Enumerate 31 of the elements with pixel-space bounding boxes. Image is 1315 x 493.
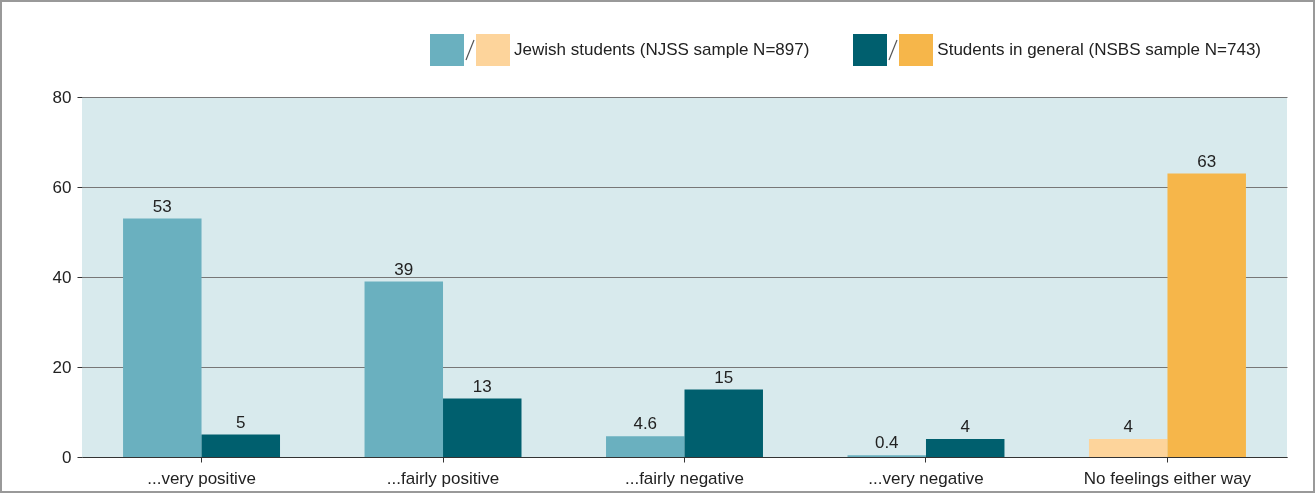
data-label: 4.6 [633, 414, 658, 434]
bar [1088, 439, 1168, 457]
bar [925, 439, 1005, 457]
bar [123, 218, 202, 457]
legend-label: Jewish students (NJSS sample N=897) [514, 40, 810, 60]
y-tick-label: 60 [52, 177, 72, 197]
data-label: 5 [236, 412, 246, 432]
bar [684, 389, 763, 457]
data-label: 4 [960, 417, 970, 436]
x-tick-label: ...very negative [868, 468, 984, 488]
data-label: 39 [394, 259, 414, 279]
y-tick-label: 0 [62, 447, 72, 467]
data-label: 0.4 [874, 433, 899, 453]
bar [443, 398, 522, 457]
y-tick-label: 80 [52, 87, 72, 107]
data-label: 53 [152, 196, 172, 216]
x-tick-label: ...fairly positive [386, 468, 500, 488]
data-label: 63 [1197, 151, 1217, 171]
bar [364, 281, 444, 457]
x-tick-label: No feelings either way [1083, 468, 1252, 488]
bar [201, 434, 281, 457]
legend-label: Students in general (NSBS sample N=743) [937, 40, 1261, 60]
data-label: 4 [1123, 417, 1133, 436]
x-tick-label: ...very positive [147, 468, 256, 488]
y-tick-label: 20 [52, 357, 72, 377]
y-tick-label: 40 [52, 267, 72, 287]
bar [1167, 173, 1246, 457]
x-tick-label: ...fairly negative [624, 468, 745, 488]
data-label: 15 [714, 367, 734, 387]
bar [606, 436, 685, 457]
data-label: 13 [472, 376, 492, 396]
